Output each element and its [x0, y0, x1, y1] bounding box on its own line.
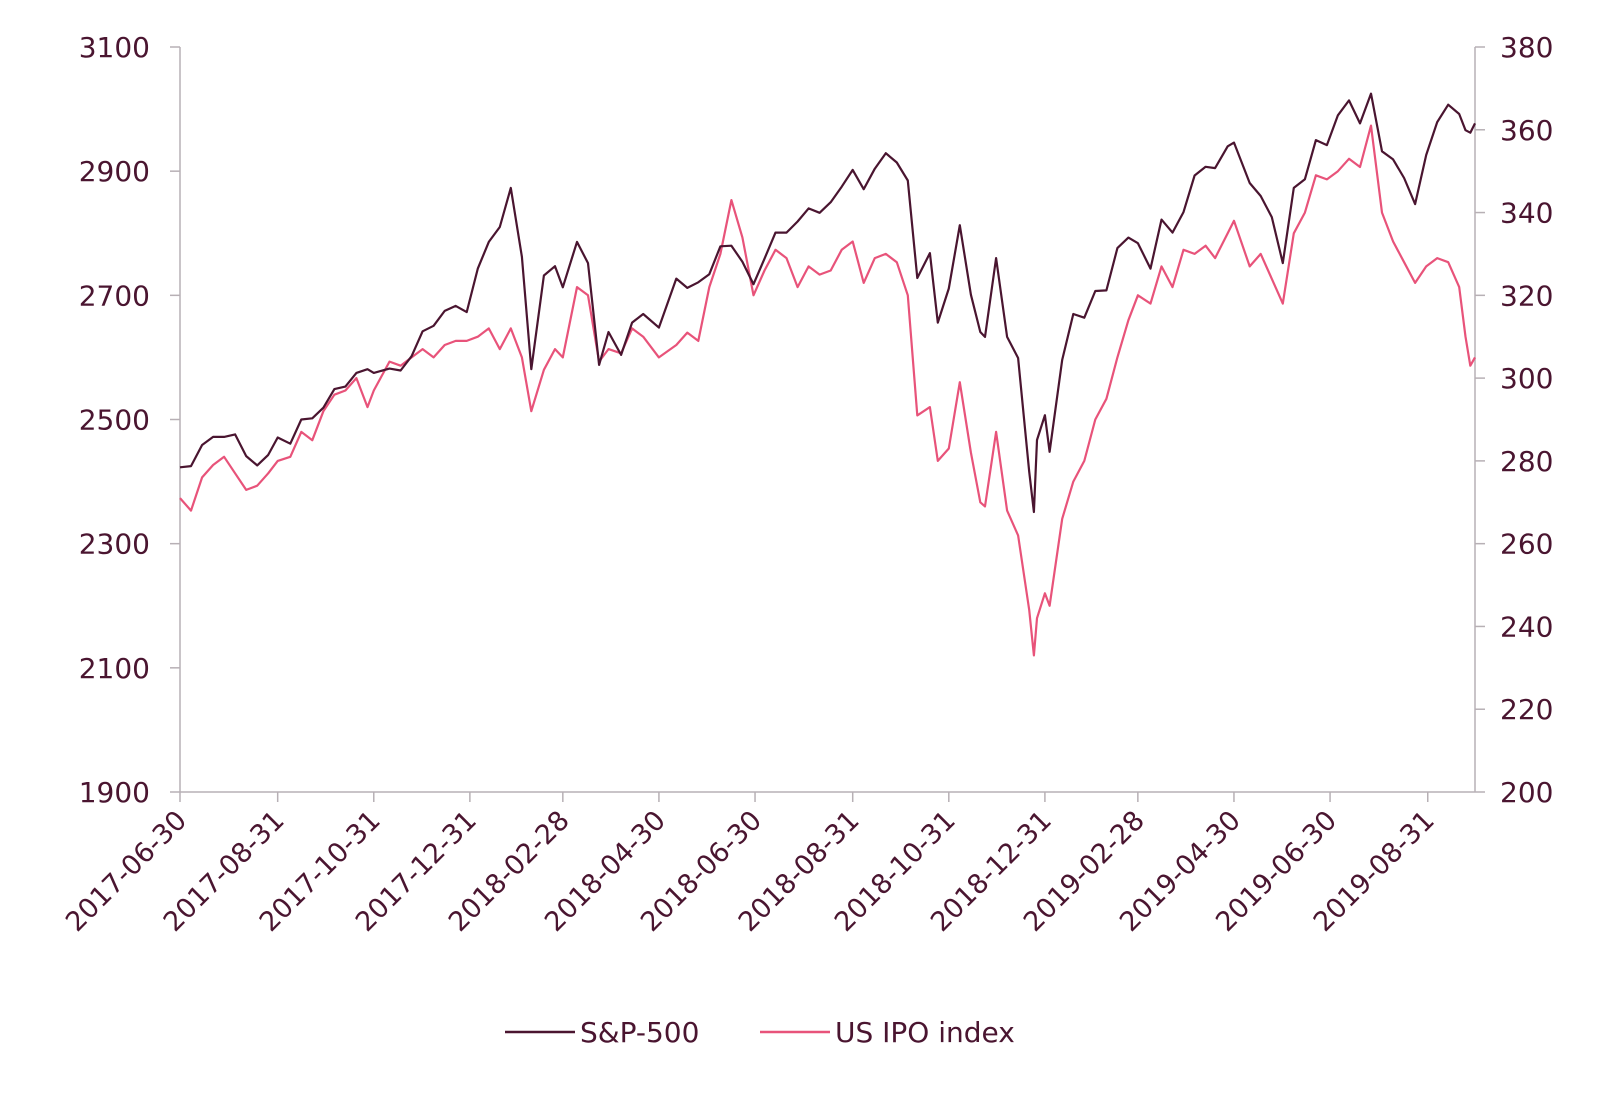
y-left-tick-label: 3100 — [79, 31, 150, 64]
y-left-tick-label: 2100 — [79, 652, 150, 685]
series-lines — [179, 92, 1476, 657]
series-line-us-ipo-index — [179, 124, 1476, 657]
y-left-tick-label: 2900 — [79, 155, 150, 188]
y-right-tick-label: 280 — [1500, 445, 1553, 478]
y-left-tick-label: 1900 — [79, 776, 150, 809]
y-right-tick-label: 200 — [1500, 776, 1553, 809]
legend: S&P-500 US IPO index — [505, 1016, 1015, 1049]
y-right-tick-label: 300 — [1500, 362, 1553, 395]
y-right-tick-label: 240 — [1500, 610, 1553, 643]
legend-label-us-ipo-index: US IPO index — [835, 1016, 1015, 1049]
legend-label-sp500: S&P-500 — [580, 1016, 699, 1049]
y-right-tick-label: 340 — [1500, 197, 1553, 230]
y-right-tick-label: 220 — [1500, 693, 1553, 726]
y-right-tick-label: 320 — [1500, 279, 1553, 312]
y-right-tick-label: 260 — [1500, 528, 1553, 561]
y-right-tick-label: 360 — [1500, 114, 1553, 147]
y-left-tick-label: 2300 — [79, 528, 150, 561]
axes: 1900 2100 2300 2500 2700 2900 3100 200 220 240 260… — [60, 31, 1553, 938]
y-right-tick-label: 380 — [1500, 31, 1553, 64]
series-line-sp500 — [179, 92, 1476, 514]
y-left-tick-label: 2500 — [79, 404, 150, 437]
y-left-tick-label: 2700 — [79, 279, 150, 312]
